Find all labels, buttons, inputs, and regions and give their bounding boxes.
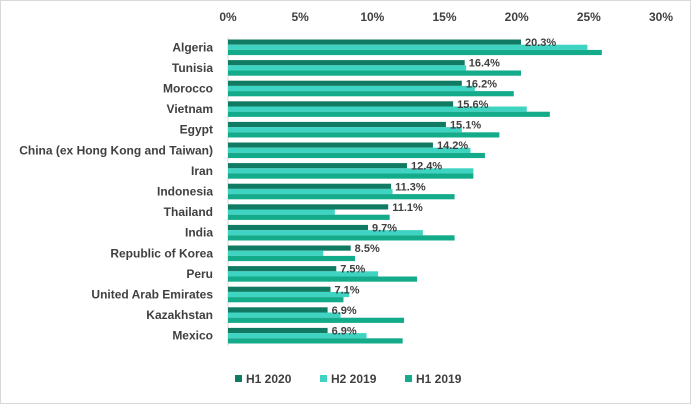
- bar: [228, 271, 379, 277]
- bar: [228, 132, 500, 138]
- legend-swatch: [405, 375, 412, 382]
- bar: [228, 291, 350, 298]
- data-label: 15.1%: [450, 120, 481, 132]
- legend-label: H1 2019: [416, 372, 462, 386]
- category-label: Tunisia: [172, 61, 213, 75]
- data-label: 11.3%: [395, 181, 426, 193]
- data-label: 9.7%: [372, 223, 397, 235]
- data-label: 8.5%: [355, 243, 380, 255]
- bar: [228, 224, 369, 231]
- data-label: 12.4%: [411, 161, 442, 173]
- bar: [228, 147, 471, 153]
- x-tick-label: 0%: [219, 10, 237, 24]
- category-label: Indonesia: [157, 185, 213, 199]
- data-label: 16.4%: [469, 58, 500, 70]
- category-labels: Algeria Tunisia Morocco Vietnam Egypt China (…: [19, 40, 213, 342]
- bar: [228, 230, 423, 236]
- category-label: Vietnam: [167, 102, 213, 116]
- category-label: China (ex Hong Kong and Taiwan): [19, 143, 213, 157]
- x-tick-label: 30%: [649, 10, 673, 24]
- bar: [228, 106, 527, 112]
- bar: [228, 121, 446, 128]
- bar: [228, 266, 337, 272]
- bar: [228, 188, 393, 195]
- category-label: Kazakhstan: [146, 308, 213, 322]
- bar: [228, 209, 335, 215]
- bar: [228, 39, 521, 45]
- category-label: India: [185, 226, 213, 240]
- data-label: 7.1%: [334, 284, 359, 296]
- bar: [228, 235, 455, 241]
- bar: [228, 70, 521, 76]
- category-label: United Arab Emirates: [91, 288, 213, 302]
- bar: [228, 286, 331, 292]
- bar: [228, 60, 465, 66]
- bar: [228, 127, 462, 133]
- x-tick-label: 20%: [505, 10, 529, 24]
- bar: [228, 250, 324, 256]
- legend-label: H2 2019: [331, 372, 377, 386]
- data-label: 11.1%: [392, 202, 423, 214]
- category-label: Iran: [191, 164, 213, 178]
- bar: [228, 194, 455, 200]
- bar: [228, 80, 462, 86]
- x-tick-label: 15%: [432, 10, 456, 24]
- data-label: 14.2%: [437, 140, 468, 152]
- bar: [228, 307, 328, 313]
- bar: [228, 44, 588, 50]
- bar: [228, 255, 356, 262]
- bar: [228, 327, 328, 334]
- bar: [228, 49, 602, 56]
- bar: [228, 214, 390, 220]
- bar: [228, 312, 341, 318]
- bars: [228, 39, 602, 344]
- data-label: 15.6%: [457, 99, 488, 111]
- bar: [228, 333, 367, 339]
- bar: [228, 245, 351, 251]
- bar: [228, 168, 474, 174]
- data-label: 6.9%: [332, 326, 357, 338]
- bar: [228, 173, 474, 179]
- bar: [228, 142, 433, 148]
- legend: H1 2020 H2 2019 H1 2019: [235, 372, 462, 386]
- bar: [228, 276, 418, 282]
- bar: [228, 297, 344, 303]
- x-tick-label: 25%: [577, 10, 601, 24]
- category-label: Republic of Korea: [110, 246, 213, 260]
- bar: [228, 317, 405, 323]
- category-label: Thailand: [164, 205, 213, 219]
- data-label: 7.5%: [340, 264, 365, 276]
- x-axis-ticks: 0% 5% 10% 15% 20% 25% 30%: [219, 10, 673, 24]
- category-label: Mexico: [172, 329, 213, 343]
- bar: [228, 91, 514, 97]
- bar: [228, 183, 392, 189]
- bar: [228, 101, 454, 107]
- bar: [228, 204, 389, 210]
- data-labels: 20.3% 16.4% 16.2% 15.6% 15.1% 14.2% 12.4% 11.3%…: [332, 37, 557, 337]
- bar: [228, 111, 550, 117]
- category-label: Peru: [186, 267, 213, 281]
- data-label: 6.9%: [332, 305, 357, 317]
- bar: [228, 152, 485, 159]
- legend-swatch: [235, 375, 242, 382]
- x-tick-label: 10%: [360, 10, 384, 24]
- bar: [228, 338, 403, 344]
- bar: [228, 65, 467, 71]
- legend-swatch: [320, 375, 327, 382]
- data-label: 16.2%: [466, 78, 497, 90]
- data-label: 20.3%: [525, 37, 556, 49]
- legend-label: H1 2020: [246, 372, 292, 386]
- bar: [228, 85, 475, 92]
- category-label: Algeria: [172, 40, 213, 54]
- bar: [228, 163, 407, 169]
- category-label: Egypt: [180, 123, 213, 137]
- x-tick-label: 5%: [291, 10, 309, 24]
- category-label: Morocco: [163, 82, 213, 96]
